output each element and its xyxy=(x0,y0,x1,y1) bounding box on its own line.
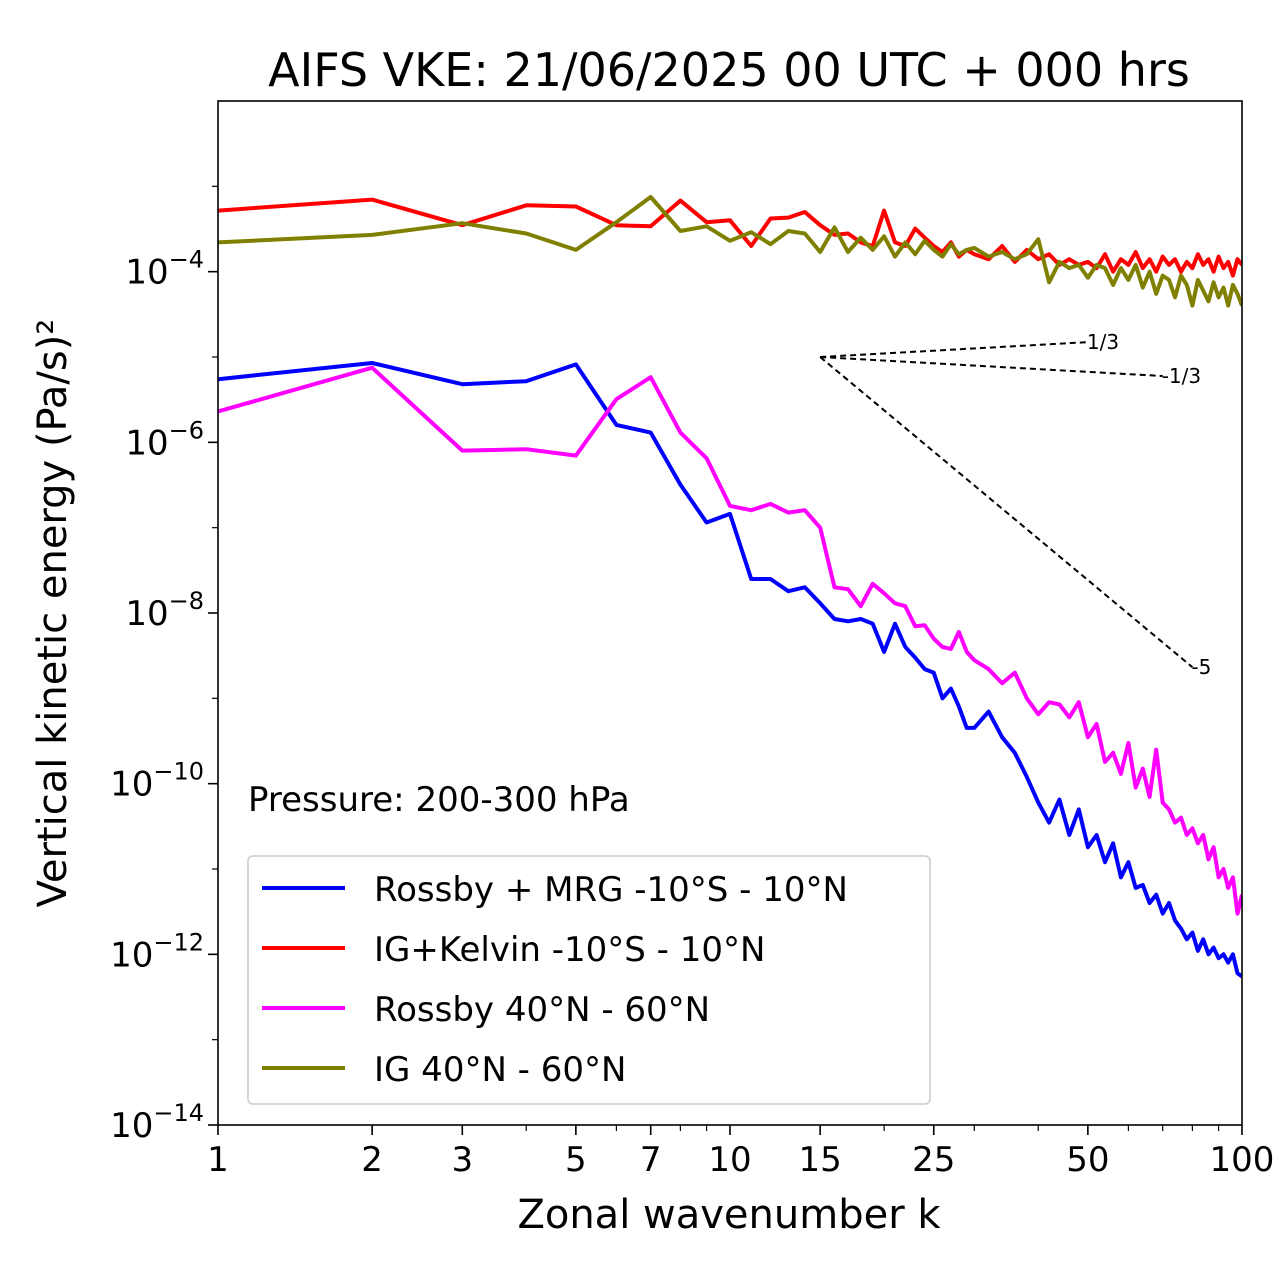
legend-box xyxy=(247,855,931,1105)
reference-slope-label: -1/3 xyxy=(1162,364,1201,388)
reference-slope-label: 1/3 xyxy=(1087,330,1119,354)
y-tick-label: 10−12 xyxy=(110,928,204,975)
x-tick-label: 10 xyxy=(708,1140,751,1180)
x-tick-label: 50 xyxy=(1066,1140,1109,1180)
reference-slope-label: -5 xyxy=(1191,655,1211,679)
pressure-annotation: Pressure: 200-300 hPa xyxy=(248,780,630,820)
series-line xyxy=(218,195,1242,308)
legend-label-rossby-mrg: Rossby + MRG -10°S - 10°N xyxy=(374,870,848,910)
series-line xyxy=(218,197,1242,278)
series-line xyxy=(218,361,1242,979)
plot-frame xyxy=(217,100,1243,1126)
chart-title: AIFS VKE: 21/06/2025 00 UTC + 000 hrs xyxy=(268,43,1190,97)
reference-slope-line xyxy=(819,356,1194,668)
x-tick-label: 5 xyxy=(565,1140,587,1180)
y-tick-label: 10−14 xyxy=(110,1099,204,1146)
y-axis-label: Vertical kinetic energy (Pa/s)² xyxy=(30,319,76,908)
legend: Rossby + MRG -10°S - 10°N IG+Kelvin -10°… xyxy=(247,855,931,1105)
reference-slope-line xyxy=(820,356,1163,378)
y-tick-label: 10−6 xyxy=(125,416,204,463)
y-tick-label: 10−10 xyxy=(110,758,204,805)
y-tick-label: 10−4 xyxy=(125,246,204,293)
x-tick-label: 2 xyxy=(361,1140,383,1180)
series-line xyxy=(218,365,1242,916)
legend-label-ig-40-60: IG 40°N - 60°N xyxy=(374,1050,626,1090)
plot-area: 1/3 -1/3 -5 1 2 3 5 7 10 15 25 50 100 10−4 10−6 10−8 10−… xyxy=(110,185,1275,1180)
legend-label-rossby-40-60: Rossby 40°N - 60°N xyxy=(374,990,710,1030)
x-tick-label: 1 xyxy=(207,1140,229,1180)
y-tick-label: 10−8 xyxy=(125,587,204,634)
x-tick-label: 15 xyxy=(799,1140,842,1180)
x-tick-label: 3 xyxy=(451,1140,473,1180)
x-tick-label: 100 xyxy=(1210,1140,1275,1180)
x-tick-label: 25 xyxy=(912,1140,955,1180)
x-tick-label: 7 xyxy=(640,1140,662,1180)
x-axis-label: Zonal wavenumber k xyxy=(517,1192,941,1238)
reference-slope-line xyxy=(820,341,1088,358)
legend-label-ig-kelvin: IG+Kelvin -10°S - 10°N xyxy=(374,930,765,970)
